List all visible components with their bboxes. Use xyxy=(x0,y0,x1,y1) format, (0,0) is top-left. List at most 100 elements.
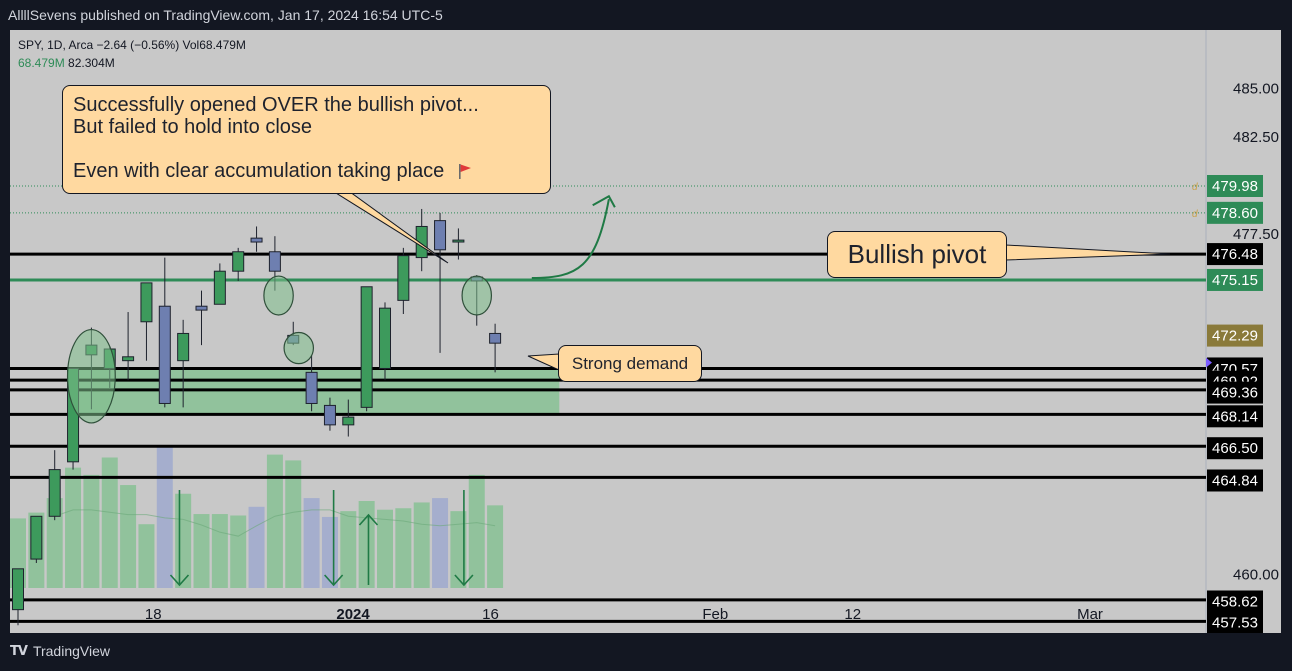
strong-demand-callout[interactable]: Strong demand xyxy=(558,345,702,382)
volume-bar xyxy=(120,485,137,588)
volume-bar xyxy=(450,511,467,588)
price-tick-label: 460.00 xyxy=(1233,567,1279,584)
price-badge-label: 476.48 xyxy=(1212,246,1258,263)
candle-body xyxy=(360,286,373,408)
price-flag-label: d xyxy=(1192,182,1198,193)
price-badge xyxy=(1207,381,1263,404)
volume-bar xyxy=(358,501,375,588)
price-tick-label: 482.50 xyxy=(1233,129,1279,146)
price-badge-label: 458.62 xyxy=(1212,593,1258,610)
annotation-line-3-row: Even with clear accumulation taking plac… xyxy=(73,160,540,182)
volume-bar xyxy=(340,511,357,588)
time-tick-label: 2024 xyxy=(336,606,370,623)
price-badge-label: 468.14 xyxy=(1212,408,1258,425)
arrow-up-icon xyxy=(358,513,379,526)
price-badge xyxy=(1207,201,1263,224)
candle-body xyxy=(232,251,245,272)
volume-bar xyxy=(138,524,155,588)
candle-body xyxy=(323,404,336,426)
volume-bar xyxy=(303,498,320,588)
volume-bar xyxy=(468,474,485,588)
legend-volume-line: 68.479M 82.304M xyxy=(18,54,246,72)
price-badge xyxy=(1207,611,1263,633)
volume-bar xyxy=(211,514,228,588)
bullish-pivot-callout[interactable]: Bullish pivot xyxy=(827,231,1007,278)
volume-bar xyxy=(266,454,283,588)
annotation-line-2: But failed to hold into close xyxy=(73,116,313,138)
price-flag-label: d xyxy=(1192,209,1198,220)
candle-body xyxy=(250,237,263,243)
price-badge-label: 479.98 xyxy=(1212,178,1258,195)
tradingview-logo[interactable]: TV TradingView xyxy=(10,643,110,659)
candle-body xyxy=(195,305,208,311)
projection-arrow xyxy=(531,199,610,279)
accumulation-ellipse xyxy=(66,328,116,424)
candle-body xyxy=(268,251,281,272)
tradingview-logo-icon: TV xyxy=(10,643,28,659)
tradingview-brand: TradingView xyxy=(32,643,110,659)
price-badge-label: 472.29 xyxy=(1212,328,1258,345)
annotation-line-1: Successfully opened OVER the bullish piv… xyxy=(73,94,479,116)
price-tick-label: 485.00 xyxy=(1233,80,1279,97)
arrow-down-icon xyxy=(169,574,190,587)
candle-body xyxy=(30,515,43,560)
arrow-down-icon xyxy=(324,574,344,587)
candle-body xyxy=(452,239,465,243)
volume-bar xyxy=(395,508,412,588)
price-badge xyxy=(1207,175,1263,198)
candle-body xyxy=(305,371,318,404)
accumulation-ellipse xyxy=(283,331,315,365)
price-badge-label: 466.50 xyxy=(1212,440,1258,457)
arrow-down-icon xyxy=(454,574,474,587)
volume-bar xyxy=(432,498,449,588)
volume-bar xyxy=(413,502,430,588)
price-badge xyxy=(1207,405,1263,428)
price-badge xyxy=(1207,469,1263,492)
volume-bar xyxy=(230,515,247,588)
volume-bar xyxy=(175,493,192,588)
candle-body xyxy=(213,270,226,305)
volume-bar xyxy=(83,474,100,588)
volume-bar xyxy=(377,509,393,588)
legend-symbol-line: SPY, 1D, Arca −2.64 (−0.56%) Vol68.479M xyxy=(18,38,246,52)
arrow-up-icon xyxy=(592,194,616,208)
volume-bar xyxy=(487,505,504,588)
callout-pointer xyxy=(1005,244,1171,261)
candle-body xyxy=(122,356,135,362)
price-badge xyxy=(1207,243,1263,266)
candle-body xyxy=(177,332,190,362)
publisher-text: AllllSevens published on TradingView.com… xyxy=(8,7,443,23)
candle-body xyxy=(158,305,171,404)
candle-body xyxy=(379,307,391,369)
price-badge-label: 457.53 xyxy=(1212,615,1258,632)
legend-volume-ma: 82.304M xyxy=(68,56,115,70)
accumulation-ellipse xyxy=(263,275,294,316)
last-price-marker-icon xyxy=(1206,357,1212,368)
annotation-line-3: Even with clear accumulation taking plac… xyxy=(73,160,445,182)
time-tick-label: 18 xyxy=(145,606,162,623)
price-badge xyxy=(1207,268,1263,291)
chart-legend: SPY, 1D, Arca −2.64 (−0.56%) Vol68.479M … xyxy=(18,36,246,72)
price-chart[interactable]: 485.00 482.50 477.50 460.00 479.98 d 478.60 d 47… xyxy=(10,30,1281,633)
volume-bar xyxy=(248,506,265,588)
strong-demand-label: Strong demand xyxy=(571,354,689,373)
candle-body xyxy=(489,332,502,344)
candle-body xyxy=(397,255,410,301)
price-badge-label: 464.84 xyxy=(1212,472,1258,489)
chart-panel[interactable]: 485.00 482.50 477.50 460.00 479.98 d 478.60 d 47… xyxy=(10,30,1281,633)
red-flag-icon xyxy=(458,164,471,179)
legend-volume-value: 68.479M xyxy=(18,56,65,70)
volume-bar xyxy=(321,516,338,588)
volume-bar xyxy=(101,457,118,588)
time-tick-label: 16 xyxy=(482,606,499,623)
candle-body xyxy=(342,416,355,426)
price-badge xyxy=(1207,437,1263,460)
price-badge-label: 478.60 xyxy=(1212,205,1258,222)
price-badge xyxy=(1207,324,1263,347)
volume-bar xyxy=(46,498,63,588)
publisher-bar: AllllSevens published on TradingView.com… xyxy=(0,0,1292,30)
volume-ma-line xyxy=(54,509,496,537)
footer-bar: TV TradingView xyxy=(0,633,1292,671)
annotation-main-callout[interactable]: Successfully opened OVER the bullish piv… xyxy=(62,85,551,194)
time-tick-label: 12 xyxy=(844,606,861,623)
